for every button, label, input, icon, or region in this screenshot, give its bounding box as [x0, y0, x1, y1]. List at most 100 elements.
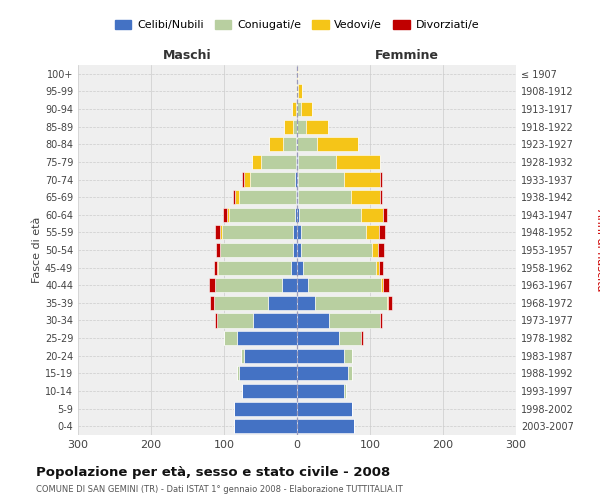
Bar [376, 260, 379, 274]
Bar [293, 120, 297, 134]
Bar [297, 366, 348, 380]
Bar [296, 190, 297, 204]
Bar [252, 155, 260, 169]
Bar [242, 384, 297, 398]
Bar [298, 84, 302, 98]
Bar [378, 243, 384, 257]
Bar [283, 137, 296, 152]
Bar [301, 226, 367, 239]
Bar [297, 384, 344, 398]
Bar [301, 243, 372, 257]
Bar [244, 172, 250, 186]
Bar [291, 260, 297, 274]
Text: Femmine: Femmine [374, 50, 439, 62]
Bar [381, 278, 383, 292]
Bar [298, 190, 351, 204]
Bar [253, 314, 297, 328]
Bar [296, 155, 297, 169]
Bar [229, 208, 295, 222]
Bar [241, 348, 244, 363]
Bar [297, 260, 303, 274]
Bar [237, 331, 297, 345]
Bar [303, 260, 376, 274]
Legend: Celibi/Nubili, Coniugati/e, Vedovi/e, Divorziati/e: Celibi/Nubili, Coniugati/e, Vedovi/e, Di… [110, 15, 484, 34]
Bar [387, 296, 388, 310]
Bar [351, 190, 380, 204]
Bar [297, 278, 308, 292]
Bar [283, 278, 297, 292]
Bar [295, 172, 297, 186]
Bar [298, 172, 344, 186]
Bar [218, 260, 291, 274]
Bar [234, 402, 297, 415]
Bar [296, 102, 297, 116]
Bar [297, 102, 301, 116]
Bar [344, 172, 380, 186]
Bar [223, 208, 227, 222]
Bar [379, 260, 383, 274]
Bar [297, 155, 298, 169]
Text: Maschi: Maschi [163, 50, 212, 62]
Bar [380, 190, 382, 204]
Bar [297, 296, 315, 310]
Bar [268, 296, 297, 310]
Bar [224, 331, 237, 345]
Bar [250, 172, 295, 186]
Bar [297, 226, 301, 239]
Bar [215, 226, 220, 239]
Bar [292, 102, 296, 116]
Bar [383, 278, 389, 292]
Bar [372, 243, 378, 257]
Bar [222, 226, 293, 239]
Bar [344, 384, 346, 398]
Bar [217, 260, 218, 274]
Bar [209, 278, 215, 292]
Bar [297, 208, 299, 222]
Bar [295, 208, 297, 222]
Bar [298, 155, 337, 169]
Bar [297, 120, 306, 134]
Bar [308, 278, 381, 292]
Bar [215, 314, 217, 328]
Bar [361, 331, 364, 345]
Bar [293, 243, 297, 257]
Bar [296, 84, 297, 98]
Bar [216, 243, 220, 257]
Bar [297, 84, 298, 98]
Bar [214, 296, 268, 310]
Bar [284, 120, 293, 134]
Bar [293, 226, 297, 239]
Bar [297, 172, 298, 186]
Bar [297, 402, 352, 415]
Bar [237, 366, 239, 380]
Y-axis label: Anni di nascita: Anni di nascita [595, 209, 600, 291]
Bar [215, 278, 283, 292]
Bar [235, 190, 239, 204]
Bar [242, 172, 244, 186]
Bar [340, 331, 361, 345]
Bar [337, 155, 380, 169]
Bar [306, 120, 328, 134]
Bar [233, 190, 235, 204]
Bar [220, 226, 222, 239]
Bar [361, 208, 383, 222]
Bar [217, 314, 253, 328]
Bar [297, 137, 317, 152]
Bar [380, 172, 382, 186]
Bar [234, 419, 297, 433]
Bar [214, 260, 217, 274]
Bar [220, 243, 293, 257]
Bar [299, 208, 361, 222]
Bar [296, 137, 297, 152]
Bar [227, 208, 229, 222]
Bar [383, 208, 387, 222]
Bar [244, 348, 297, 363]
Bar [297, 243, 301, 257]
Bar [380, 314, 382, 328]
Bar [301, 102, 311, 116]
Text: COMUNE DI SAN GEMINI (TR) - Dati ISTAT 1° gennaio 2008 - Elaborazione TUTTITALIA: COMUNE DI SAN GEMINI (TR) - Dati ISTAT 1… [36, 485, 403, 494]
Bar [344, 348, 352, 363]
Bar [260, 155, 296, 169]
Bar [379, 226, 385, 239]
Bar [297, 348, 344, 363]
